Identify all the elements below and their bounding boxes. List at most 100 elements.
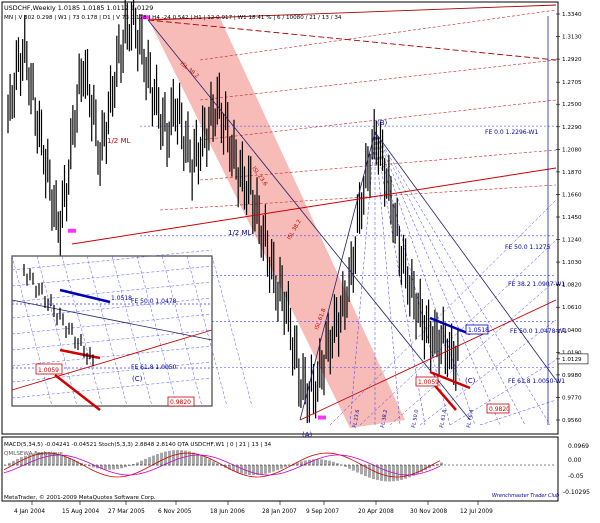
macd-histogram-bar (260, 465, 263, 475)
box-label-3: 0.9820 (489, 406, 510, 413)
macd-histogram-bar (400, 465, 403, 480)
macd-histogram-bar (360, 465, 363, 475)
macd-histogram-bar (56, 454, 59, 466)
fan-line-cross (419, 319, 557, 426)
macd-histogram-bar (348, 465, 351, 469)
inset-panel: 1.0518 FE 50.0 1.0478 1.0059 FE 61.8 1.0… (11, 249, 253, 411)
macd-histogram-bar (252, 465, 255, 476)
macd-histogram-bar (216, 463, 219, 466)
fe-label-3: FE 50.0 1.0478-W1 (510, 328, 567, 335)
fe-label-1: FE 50.0 1.1275 (505, 244, 551, 251)
fl-label-5: FL 76.4 (466, 409, 475, 428)
macd-histogram-bar (384, 465, 387, 482)
inset-box2-bg (167, 396, 195, 407)
macd-histogram-bar (112, 465, 115, 470)
inset-label-2: 1.0059 (38, 367, 59, 374)
x-tick-label: 20 Apr 2008 (358, 509, 394, 515)
y-tick-label: 1.0129 (562, 357, 582, 363)
low-marker (68, 228, 76, 233)
macd-histogram-bar (104, 465, 107, 470)
blue-diag-line (147, 19, 471, 421)
x-tick-label: 4 Jan 2004 (14, 509, 45, 515)
wave-label-b: (B) (377, 119, 388, 127)
fan-line (349, 131, 376, 426)
x-axis: 4 Jan 2004 15 Aug 2004 27 Mar 2005 6 Nov 20… (14, 501, 493, 515)
x-tick-label: 27 Mar 2005 (108, 509, 145, 515)
red-parallel (159, 184, 557, 211)
x-tick-label: 18 Jun 2006 (210, 509, 245, 515)
macd-histogram-bar (136, 462, 139, 466)
inset-label-1: FE 50.0 1.0478 (131, 298, 177, 305)
macd-histogram-bar (268, 465, 271, 473)
macd-histogram-bar (156, 454, 159, 466)
fan-line (374, 131, 401, 426)
macd-histogram-bar (276, 465, 279, 471)
macd-histogram-bar (388, 465, 391, 482)
inset-grid (186, 255, 228, 407)
macd-histogram-bar (188, 451, 191, 466)
macd-histogram-bar (168, 450, 171, 466)
fan-line (374, 131, 426, 426)
macd-histogram-bar (120, 465, 123, 469)
y-tick-label: 1.2290 (562, 125, 582, 131)
inset-grid (161, 255, 203, 407)
box-3-bg (486, 403, 510, 414)
macd-histogram-bar (144, 458, 147, 466)
inset-grid (11, 377, 213, 399)
macd-histogram-bar (208, 459, 211, 466)
macd-histogram-bar (220, 465, 223, 466)
box-label-2: 1.0059 (418, 379, 439, 386)
macd-histogram-bar (272, 465, 275, 472)
macd-histogram-bar (288, 465, 291, 466)
macd-histogram-bar (152, 455, 155, 466)
bc-line (374, 131, 557, 381)
fl-label-4: FL 61.8 (439, 409, 448, 428)
fl-label-1: FL 23.6 (352, 409, 361, 428)
fan-line (374, 131, 551, 426)
macd-histogram-bar (284, 465, 287, 468)
inset-grid (11, 281, 213, 303)
macd-histogram-bar (160, 452, 163, 466)
macd-histogram-bar (132, 463, 135, 466)
macd-histogram-bar (344, 465, 347, 467)
inset-grid (36, 255, 78, 407)
y-tick-label: 1.0820 (562, 283, 582, 289)
y-tick-label: 0.9770 (562, 395, 582, 401)
inset-blue-arrow (59, 288, 111, 304)
macd-histogram-bar (380, 465, 383, 481)
macd-histogram-bar (20, 457, 23, 466)
macd-histogram-bar (372, 465, 375, 479)
macd-histogram-bar (124, 465, 127, 468)
inset-grid (111, 255, 153, 407)
macd-histogram-bar (64, 456, 67, 466)
trend-lines (71, 4, 557, 425)
macd-histogram-bar (412, 465, 415, 476)
inset-content (11, 249, 253, 411)
macd-histogram-bar (232, 465, 235, 472)
inset-grid (11, 345, 213, 367)
macd-histogram-bar (296, 462, 299, 466)
x-tick-label: 30 Nov 2008 (410, 509, 447, 515)
fan-line-cross (449, 359, 557, 426)
copyright: MetaTrader, © 2001-2009 MetaQuotes Softw… (4, 494, 156, 501)
y-tick-label: 1.3130 (562, 35, 582, 41)
macd-histogram-bar (324, 459, 327, 466)
y-tick-label: 1.0610 (562, 305, 582, 311)
macd-histogram-bar (200, 455, 203, 466)
signature: Wrenchmaster Trader Club (492, 493, 559, 499)
macd-tick-1: 0.00 (568, 457, 582, 464)
macd-histogram-bar (416, 465, 419, 474)
macd-stoch-line (3, 454, 441, 476)
y-tick-label: 1.2705 (562, 80, 582, 86)
x-tick-label: 12 Jul 2009 (460, 509, 493, 515)
y-tick-label: 1.1030 (562, 260, 582, 266)
inset-grid (11, 265, 213, 287)
y-tick-label: 1.2920 (562, 57, 582, 63)
macd-histogram-bar (128, 465, 131, 466)
macd-histogram-bar (204, 457, 207, 466)
macd-histogram-bar (336, 463, 339, 466)
macd-histogram-bar (116, 465, 119, 470)
macd-histogram-bar (76, 461, 79, 466)
inset-red-arrow-2 (54, 374, 101, 411)
macd-histogram-bar (240, 465, 243, 474)
